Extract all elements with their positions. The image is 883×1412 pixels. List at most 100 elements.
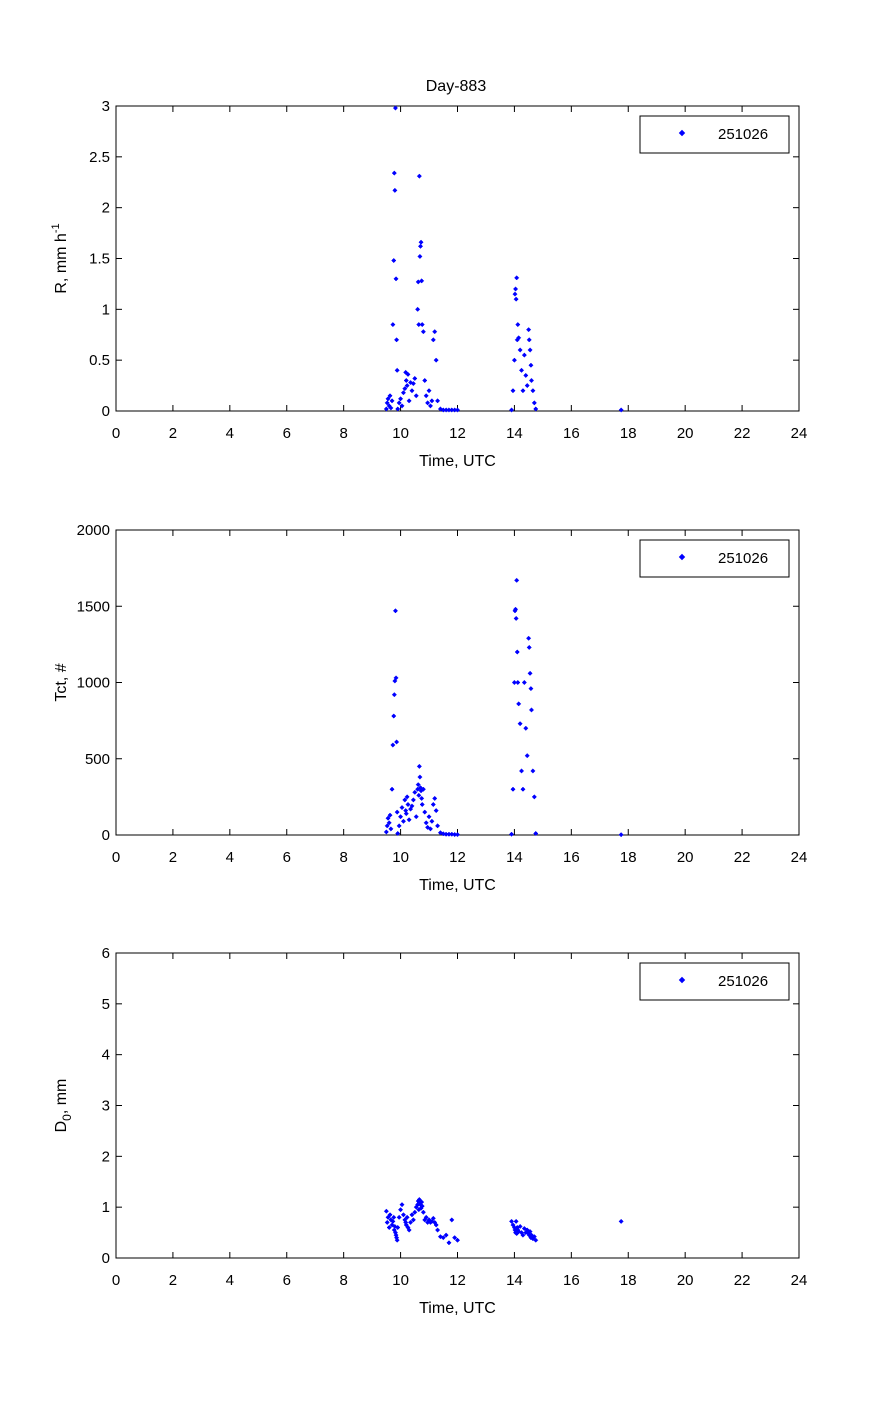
data-point: [406, 398, 412, 404]
data-point: [526, 635, 532, 641]
data-point: [390, 322, 396, 328]
data-point: [389, 786, 395, 792]
data-point: [391, 170, 397, 176]
data-point: [390, 1218, 396, 1224]
data-point: [430, 1215, 436, 1221]
x-tick-label: 20: [677, 849, 694, 866]
data-point: [423, 820, 429, 826]
data-point: [446, 1240, 452, 1246]
data-point: [518, 768, 525, 774]
data-point: [440, 831, 446, 837]
data-point: [392, 105, 399, 111]
legend-marker: [678, 129, 686, 137]
data-point: [521, 352, 527, 358]
data-point: [398, 1207, 404, 1213]
data-point: [454, 407, 461, 413]
data-point: [394, 337, 400, 343]
y-tick-label: 3: [102, 98, 110, 115]
data-point: [427, 826, 434, 832]
data-point: [513, 286, 519, 292]
data-point: [454, 831, 461, 838]
data-point: [409, 803, 415, 809]
y-tick-label: 1.5: [89, 251, 110, 268]
data-point: [511, 679, 517, 686]
data-point: [400, 1212, 406, 1218]
x-tick-label: 12: [449, 849, 466, 866]
data-point: [521, 679, 527, 686]
legend-box: [639, 962, 790, 1001]
figure-title: Day-883: [426, 78, 487, 95]
legend-label: 251026: [718, 550, 768, 567]
data-point: [406, 817, 412, 823]
y-tick-label: 2000: [77, 522, 110, 539]
data-point: [429, 398, 435, 404]
x-axis-label: Time, UTC: [419, 453, 496, 470]
data-point: [419, 795, 425, 801]
data-point: [394, 1237, 400, 1243]
x-tick-label: 2: [169, 849, 177, 866]
x-axis-label: Time, UTC: [419, 877, 496, 894]
data-point: [412, 789, 418, 795]
data-point: [418, 239, 424, 245]
y-tick-label: 1: [102, 301, 110, 318]
data-point: [392, 608, 399, 614]
data-point: [412, 375, 418, 382]
data-point: [410, 797, 416, 803]
data-point: [395, 1224, 401, 1231]
data-point: [512, 291, 518, 297]
x-tick-label: 16: [563, 849, 580, 866]
chart-panels: 0 2 4 6 8 10 12 14 16 18 20 22 2400.511.522.53Time, …: [50, 98, 807, 1317]
data-point: [404, 1214, 410, 1220]
y-tick-label: 6: [102, 945, 110, 962]
data-point: [516, 1229, 522, 1235]
data-point: [387, 393, 393, 399]
data-point: [416, 792, 422, 798]
data-point: [531, 400, 537, 406]
data-point: [514, 275, 520, 281]
data-point: [426, 814, 432, 820]
data-point: [516, 701, 522, 707]
data-point: [530, 768, 536, 774]
data-point: [520, 1232, 526, 1238]
x-tick-label: 10: [392, 425, 409, 442]
data-point: [531, 1234, 537, 1240]
data-point: [517, 347, 523, 353]
data-point: [388, 405, 394, 411]
x-tick-label: 10: [392, 849, 409, 866]
data-point: [518, 367, 525, 373]
data-point: [410, 380, 416, 387]
data-point: [386, 820, 392, 826]
data-point: [528, 707, 535, 713]
data-point: [425, 400, 431, 406]
x-tick-label: 18: [620, 849, 637, 866]
x-tick-label: 4: [226, 1272, 234, 1289]
x-tick-label: 18: [620, 1272, 637, 1289]
x-tick-label: 8: [339, 849, 347, 866]
data-point: [417, 243, 424, 249]
legend-label: 251026: [718, 973, 768, 990]
data-point: [409, 1212, 415, 1218]
data-point: [403, 377, 409, 384]
data-point: [420, 329, 426, 335]
legend-marker: [678, 976, 686, 984]
data-point: [419, 1203, 425, 1209]
data-point: [528, 377, 535, 384]
data-point: [430, 337, 436, 343]
data-point: [416, 173, 422, 179]
data-point: [449, 1217, 455, 1223]
data-point: [400, 818, 406, 824]
data-point: [526, 337, 532, 343]
x-tick-label: 6: [283, 849, 291, 866]
data-point: [423, 1214, 429, 1220]
data-point: [427, 403, 434, 409]
y-axis-label: D0, mm: [53, 1079, 74, 1133]
data-point: [618, 1218, 624, 1224]
data-point: [416, 322, 422, 328]
data-point: [521, 1225, 527, 1232]
y-axis-label: Tct, #: [53, 663, 70, 701]
data-point: [396, 1214, 402, 1220]
data-point: [383, 1208, 389, 1214]
y-tick-label: 3: [102, 1098, 110, 1115]
x-axis-label: Time, UTC: [419, 1300, 496, 1317]
